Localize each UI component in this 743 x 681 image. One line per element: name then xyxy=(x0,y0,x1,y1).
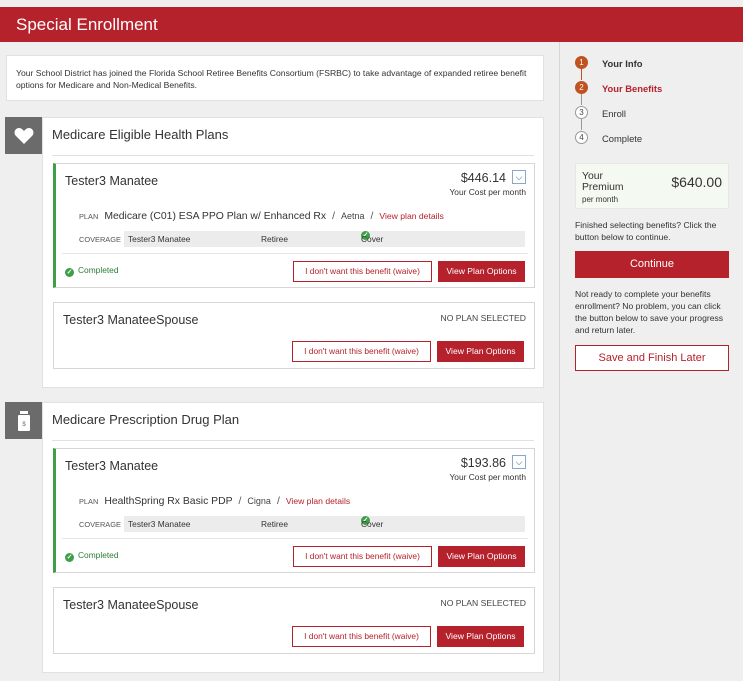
view-plan-options-button[interactable]: View Plan Options xyxy=(437,626,524,647)
continue-button[interactable]: Continue xyxy=(575,251,729,278)
enrollment-sidebar: 1 Your Info 2 Your Benefits 3 Enroll 4 C… xyxy=(559,42,743,681)
member-name: Tester3 ManateeSpouse xyxy=(63,313,199,327)
member-card: Tester3 Manatee $193.86 ⌵ Your Cost per … xyxy=(53,448,535,573)
view-plan-options-button[interactable]: View Plan Options xyxy=(438,261,525,282)
view-plan-options-button[interactable]: View Plan Options xyxy=(437,341,524,362)
separator: / xyxy=(276,496,280,507)
coverage-row: Tester3 Manatee Retiree ✓ Cover xyxy=(124,231,525,247)
step-number: 2 xyxy=(575,81,588,94)
plan-row: PLAN Medicare (C01) ESA PPO Plan w/ Enhan… xyxy=(79,211,444,222)
step-label: Complete xyxy=(602,133,643,144)
coverage-member: Tester3 Manatee xyxy=(128,519,191,529)
plan-label: PLAN xyxy=(79,212,99,221)
step-label: Your Info xyxy=(602,58,643,69)
section-prescription-drug: Medicare Prescription Drug Plan Tester3 … xyxy=(42,402,544,673)
step-connector xyxy=(581,119,582,130)
divider xyxy=(62,538,528,539)
cost-caption: Your Cost per month xyxy=(449,187,526,197)
status-badge: ✓ Completed xyxy=(65,550,119,562)
waive-button[interactable]: I don't want this benefit (waive) xyxy=(293,546,432,567)
divider xyxy=(52,440,534,441)
premium-amount: $640.00 xyxy=(671,174,722,190)
step-connector xyxy=(581,69,582,80)
pill-bottle-icon: $ xyxy=(5,402,42,439)
separator: / xyxy=(370,211,374,222)
waive-button[interactable]: I don't want this benefit (waive) xyxy=(293,261,432,282)
heart-icon xyxy=(5,117,42,154)
plan-name: Medicare (C01) ESA PPO Plan w/ Enhanced … xyxy=(104,211,327,222)
coverage-label: COVERAGE xyxy=(79,520,121,529)
view-plan-options-button[interactable]: View Plan Options xyxy=(438,546,525,567)
premium-summary: Your Premium per month $640.00 xyxy=(575,163,729,209)
check-icon: ✓ xyxy=(65,553,74,562)
step-connector xyxy=(581,94,582,105)
cost-caption: Your Cost per month xyxy=(449,472,526,482)
waive-button[interactable]: I don't want this benefit (waive) xyxy=(292,626,431,647)
chevron-down-icon[interactable]: ⌵ xyxy=(512,455,526,469)
finished-text: Finished selecting benefits? Click the b… xyxy=(575,220,717,242)
separator: / xyxy=(332,211,335,222)
divider xyxy=(52,155,534,156)
not-ready-text: Not ready to complete your benefits enro… xyxy=(575,289,724,335)
chevron-down-icon[interactable]: ⌵ xyxy=(512,170,526,184)
carrier-name: Aetna xyxy=(340,211,365,221)
section-title: Medicare Prescription Drug Plan xyxy=(52,412,240,427)
plan-row: PLAN HealthSpring Rx Basic PDP / Cigna / View… xyxy=(79,496,350,507)
consortium-notice: Your School District has joined the Flor… xyxy=(6,55,544,101)
section-title: Medicare Eligible Health Plans xyxy=(52,127,229,142)
spouse-card: Tester3 ManateeSpouse NO PLAN SELECTED I… xyxy=(53,587,535,654)
step-number: 4 xyxy=(575,131,588,144)
spouse-card: Tester3 ManateeSpouse NO PLAN SELECTED I… xyxy=(53,302,535,369)
svg-text:$: $ xyxy=(22,422,26,428)
separator: / xyxy=(238,496,242,507)
no-plan-status: NO PLAN SELECTED xyxy=(440,313,526,323)
waive-button[interactable]: I don't want this benefit (waive) xyxy=(292,341,431,362)
step-number: 3 xyxy=(575,106,588,119)
coverage-row: Tester3 Manatee Retiree ✓ Cover xyxy=(124,516,525,532)
step-label: Your Benefits xyxy=(602,83,663,94)
coverage-member: Tester3 Manatee xyxy=(128,234,191,244)
no-plan-status: NO PLAN SELECTED xyxy=(440,598,526,608)
divider xyxy=(62,253,528,254)
coverage-type: Retiree xyxy=(261,234,288,244)
coverage-label: COVERAGE xyxy=(79,235,121,244)
cost-amount: $446.14 xyxy=(460,171,506,185)
member-name: Tester3 Manatee xyxy=(65,459,159,473)
step-label: Enroll xyxy=(602,108,626,119)
step-number: 1 xyxy=(575,56,588,69)
status-badge: ✓ Completed xyxy=(65,265,119,277)
check-icon: ✓ xyxy=(361,516,370,525)
member-name: Tester3 Manatee xyxy=(65,174,159,188)
plan-label: PLAN xyxy=(79,497,99,506)
premium-caption: per month xyxy=(582,195,619,204)
check-icon: ✓ xyxy=(65,268,74,277)
view-plan-details-link[interactable]: View plan details xyxy=(285,496,351,506)
coverage-type: Retiree xyxy=(261,519,288,529)
carrier-name: Cigna xyxy=(247,496,271,506)
save-and-finish-later-button[interactable]: Save and Finish Later xyxy=(575,345,729,371)
section-medicare-health: Medicare Eligible Health Plans Tester3 M… xyxy=(42,117,544,388)
member-card: Tester3 Manatee $446.14 ⌵ Your Cost per … xyxy=(53,163,535,288)
page-title: Special Enrollment xyxy=(16,15,158,34)
member-name: Tester3 ManateeSpouse xyxy=(63,598,199,612)
premium-label: Your Premium xyxy=(582,171,624,193)
plan-name: HealthSpring Rx Basic PDP xyxy=(104,496,233,507)
cost-amount: $193.86 xyxy=(460,456,506,470)
view-plan-details-link[interactable]: View plan details xyxy=(379,211,444,221)
page-header: Special Enrollment xyxy=(0,7,743,42)
check-icon: ✓ xyxy=(361,231,370,240)
